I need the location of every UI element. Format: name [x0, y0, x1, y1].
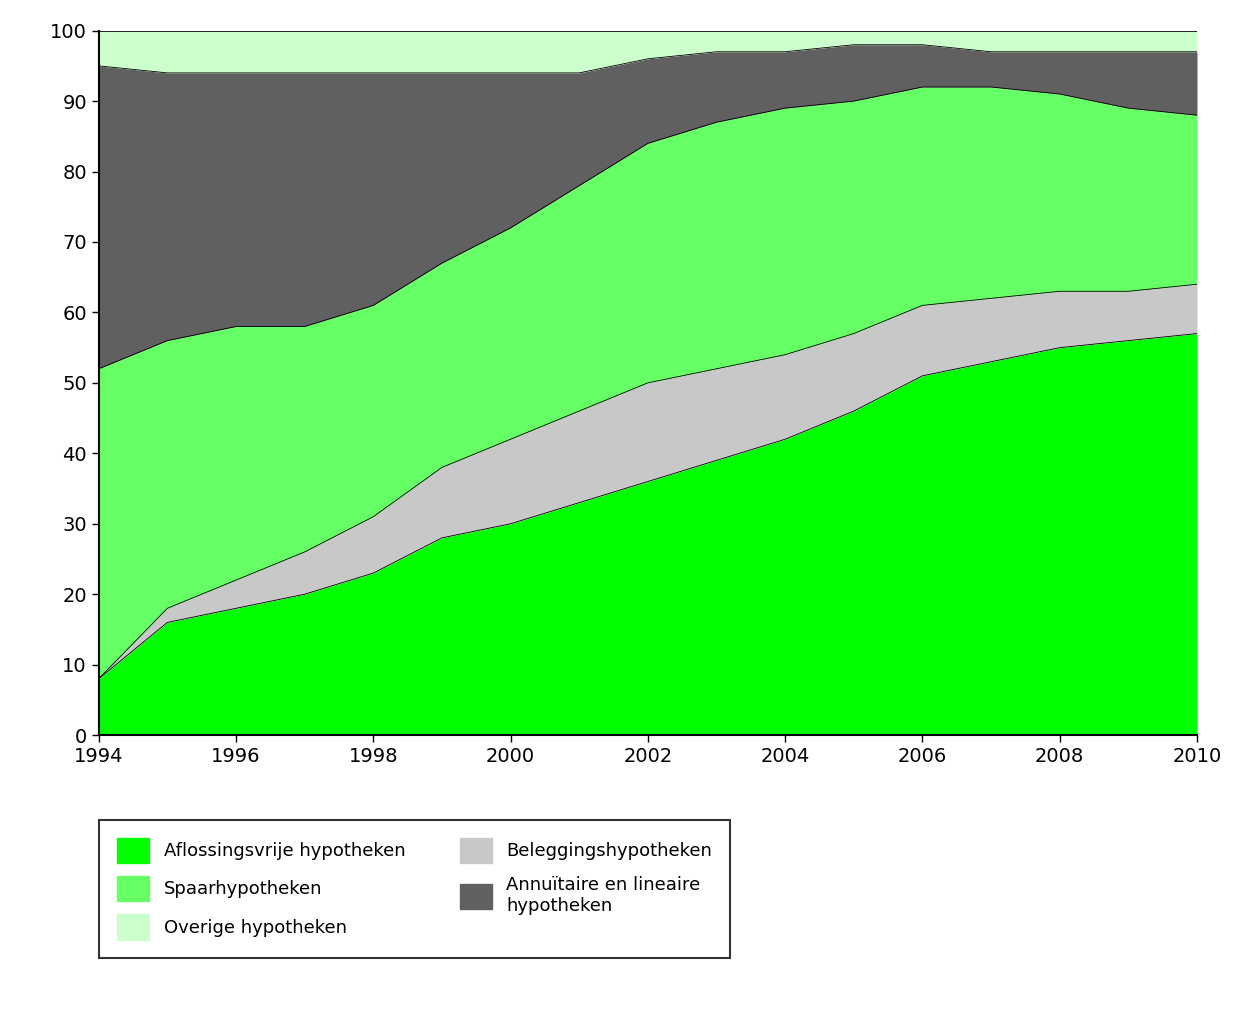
Legend: Aflossingsvrije hypotheken, Spaarhypotheken, Overige hypotheken, Beleggingshypot: Aflossingsvrije hypotheken, Spaarhypothe…: [99, 820, 731, 958]
